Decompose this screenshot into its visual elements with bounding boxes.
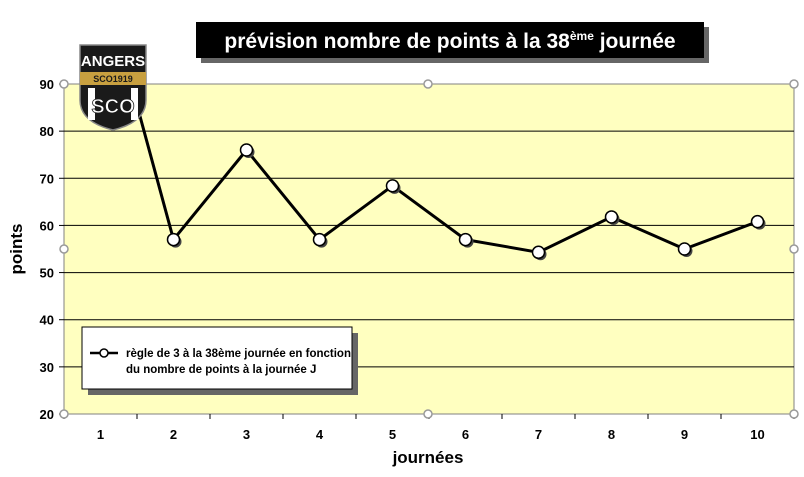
x-tick-label: 9 <box>681 427 688 442</box>
x-axis-label: journées <box>392 448 464 467</box>
selection-handle <box>789 409 799 419</box>
legend: règle de 3 à la 38ème journée en fonctio… <box>81 326 358 395</box>
selection-handle <box>789 244 799 254</box>
series-line <box>129 84 759 254</box>
x-tick-label: 1 <box>97 427 104 442</box>
selection-handle <box>423 79 433 89</box>
data-point <box>312 232 327 247</box>
x-tick-label: 2 <box>170 427 177 442</box>
x-tick-label: 5 <box>389 427 396 442</box>
data-point <box>239 143 254 157</box>
y-tick-label: 30 <box>40 360 54 375</box>
x-tick-label: 6 <box>462 427 469 442</box>
data-point <box>531 245 546 260</box>
selection-handle <box>59 79 69 89</box>
data-point <box>166 232 181 247</box>
data-point <box>677 242 692 256</box>
x-tick-label: 4 <box>316 427 324 442</box>
selection-handle <box>789 79 799 89</box>
data-point <box>385 179 400 193</box>
data-point <box>604 210 619 224</box>
svg-text:prévision nombre de points à l: prévision nombre de points à la 38ème jo… <box>224 29 675 53</box>
selection-handles[interactable] <box>59 79 799 419</box>
y-tick-label: 40 <box>40 313 54 328</box>
y-tick-label: 20 <box>40 407 54 422</box>
data-point <box>750 214 765 229</box>
x-tick-label: 7 <box>535 427 542 442</box>
legend-marker-sample <box>99 348 109 358</box>
y-tick-label: 50 <box>40 266 54 281</box>
chart-title-sup: ème <box>570 29 594 43</box>
logo-initials: SCO <box>91 96 134 118</box>
selection-handle <box>59 244 69 254</box>
logo-band-text: SCO1919 <box>93 74 133 84</box>
chart-title-end: journée <box>594 30 676 53</box>
y-tick-label: 60 <box>40 218 54 233</box>
selection-handle <box>423 409 433 419</box>
series-points <box>166 143 766 261</box>
logo-top-text: ANGERS <box>81 53 145 70</box>
data-point <box>458 232 473 247</box>
club-logo: ANGERS SCO1919 SCO <box>79 44 147 131</box>
legend-entry-line1: règle de 3 à la 38ème journée en fonctio… <box>126 348 351 360</box>
x-tick-label: 8 <box>608 427 615 442</box>
chart-title-main: prévision nombre de points à la 38 <box>224 30 570 53</box>
chart-title: prévision nombre de points à la 38ème jo… <box>196 22 709 63</box>
legend-entry-line2: du nombre de points à la journée J <box>126 364 316 376</box>
y-axis-label: points <box>7 224 26 275</box>
x-tick-label: 10 <box>750 427 764 442</box>
selection-handle <box>59 409 69 419</box>
y-axis: 20 30 40 50 60 70 80 90 <box>40 77 64 422</box>
y-tick-label: 70 <box>40 171 54 186</box>
y-tick-label: 90 <box>40 77 54 92</box>
y-tick-label: 80 <box>40 124 54 139</box>
x-tick-label: 3 <box>243 427 250 442</box>
